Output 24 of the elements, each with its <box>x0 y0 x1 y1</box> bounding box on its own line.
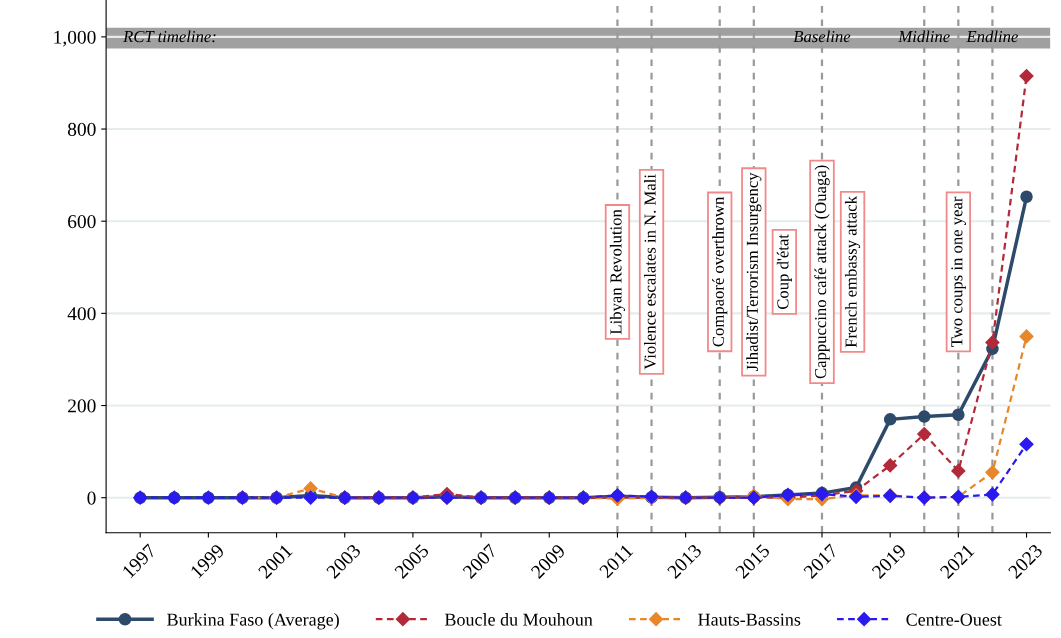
ref-line-label: Midline <box>898 30 950 43</box>
annotation: Compaoré overthrown <box>712 196 728 347</box>
y-tick-label: 0 <box>87 491 96 505</box>
ref-line-label: Endline <box>966 30 1018 43</box>
annotation: French embassy attack <box>844 196 861 348</box>
annotation: Cappuccino café attack (Ouaga) <box>814 165 830 379</box>
y-tick-label: 200 <box>68 399 96 413</box>
annotation: Coup d'état <box>776 234 792 310</box>
legend-label: Centre-Ouest <box>906 613 1002 626</box>
legend-label: Hauts-Bassins <box>698 613 801 626</box>
ref-line-label: Baseline <box>793 30 851 43</box>
band-label: RCT timeline: <box>123 30 216 43</box>
y-tick-label: 1,000 <box>54 30 96 47</box>
x-tick-label: 2011 <box>598 543 634 579</box>
y-tick-label: 800 <box>67 122 96 136</box>
y-tick-label: 400 <box>67 307 96 321</box>
x-tick-label: 1999 <box>190 543 225 579</box>
legend-label: Burkina Faso (Average) <box>167 613 339 630</box>
annotation: Two coups in one year <box>951 196 966 347</box>
annotation: Violence escalates in N. Mali <box>643 174 656 370</box>
y-tick-label: 600 <box>68 215 96 229</box>
annotation: Libyan Revolution <box>609 209 626 335</box>
annotation: Jihadist/Terrorism Insurgency <box>746 172 762 372</box>
legend-label: Boucle du Mouhoun <box>444 613 593 626</box>
